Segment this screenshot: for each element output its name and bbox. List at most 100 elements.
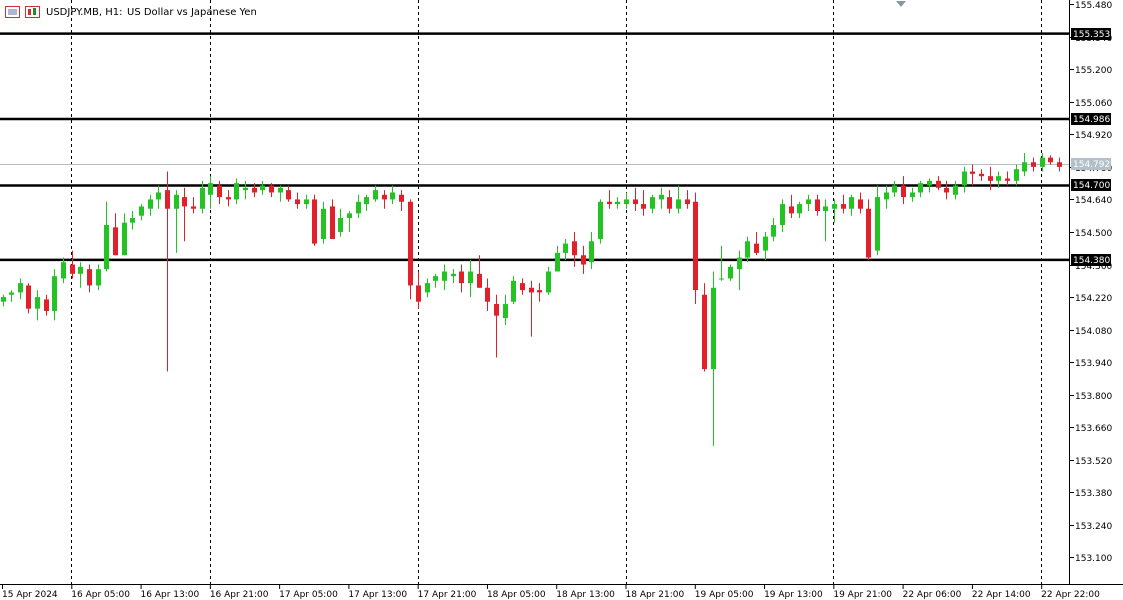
candle-body <box>979 173 984 177</box>
bull-candle <box>425 278 430 298</box>
candle-body <box>693 201 698 291</box>
candle-body <box>208 183 213 195</box>
bear-candle <box>70 250 75 279</box>
time-tick-label: 18 Apr 13:00 <box>556 590 615 600</box>
level-price-label <box>1071 179 1111 191</box>
candle-body <box>364 197 369 205</box>
candle-body <box>442 271 447 281</box>
candle-body <box>503 304 508 318</box>
bear-candle <box>252 183 257 198</box>
scroll-marker-icon[interactable] <box>896 1 906 7</box>
bull-candle <box>260 180 265 195</box>
bull-candle <box>910 187 915 202</box>
bull-candle <box>122 213 127 256</box>
bull-candle <box>468 259 473 298</box>
candle-body <box>252 187 257 193</box>
time-tick-label: 15 Apr 2024 <box>2 590 58 600</box>
bull-candle <box>927 178 932 193</box>
price-tick-label: 154.500 <box>1075 229 1112 239</box>
level-price-label <box>1071 28 1111 40</box>
price-labels: 155.353 154.986 154.700 154.380 154.792 <box>1071 28 1111 266</box>
bull-candle <box>589 231 594 270</box>
bear-candle <box>988 166 993 191</box>
bid-price-label <box>1071 158 1111 170</box>
candle-body <box>52 276 57 312</box>
candle-body <box>139 206 144 216</box>
candle-body <box>988 176 993 181</box>
bear-candle <box>702 283 707 372</box>
bull-candle <box>35 290 40 321</box>
bear-candle <box>1057 157 1062 172</box>
bull-candle <box>234 178 239 205</box>
bear-candle <box>485 278 490 312</box>
candle-body <box>468 271 473 284</box>
bear-candle <box>754 231 759 256</box>
bear-candle <box>685 190 690 209</box>
candle-body <box>1031 162 1036 167</box>
bull-candle <box>918 180 923 198</box>
candle-body <box>408 201 413 286</box>
candles <box>1 152 1062 446</box>
candle-body <box>191 206 196 209</box>
bull-candle <box>1022 152 1027 177</box>
bear-candle <box>693 192 698 305</box>
time-tick-label: 16 Apr 21:00 <box>210 590 269 600</box>
bull-candle <box>61 257 66 284</box>
bear-candle <box>667 190 672 214</box>
bull-candle <box>9 290 14 302</box>
bull-candle <box>849 194 854 216</box>
candle-body <box>104 225 109 270</box>
bear-candle <box>26 283 31 314</box>
bull-candle <box>737 250 742 291</box>
candle-body <box>702 294 707 370</box>
candle-body <box>624 199 629 205</box>
candle-body <box>425 283 430 293</box>
candle-body <box>182 197 187 207</box>
candle-body <box>130 218 135 223</box>
bear-candle <box>979 169 984 181</box>
candle-body <box>96 269 101 286</box>
candle-body <box>771 225 776 237</box>
bid-price-label-text: 154.792 <box>1073 160 1110 170</box>
time-tick-label: 19 Apr 13:00 <box>764 590 823 600</box>
candle-body <box>745 241 750 258</box>
chart-header: USDJPY.MB, H1: US Dollar vs Japanese Yen <box>5 1 906 18</box>
candle-body <box>9 292 14 295</box>
candle-body <box>789 206 794 214</box>
bull-candle <box>148 194 153 216</box>
bull-candle <box>953 180 958 200</box>
candle-body <box>511 280 516 302</box>
candle-body <box>676 199 681 209</box>
bull-candle <box>174 190 179 253</box>
candle-body <box>910 192 915 198</box>
bear-candle <box>312 194 317 246</box>
candlestick-icon <box>25 6 40 18</box>
bull-candle <box>745 236 750 263</box>
price-tick-label: 153.660 <box>1075 424 1112 434</box>
bear-candle <box>330 199 335 239</box>
candle-body <box>416 285 421 302</box>
time-axis: 15 Apr 2024 16 Apr 05:00 16 Apr 13:00 16 Ap… <box>2 584 1100 600</box>
level-price-label <box>1071 113 1111 125</box>
candle-body <box>295 199 300 205</box>
bull-candle <box>598 199 603 244</box>
bear-candle <box>607 190 612 209</box>
candle-body <box>174 194 179 209</box>
candle-body <box>546 271 551 293</box>
session-separators <box>71 0 1042 584</box>
level-price-label-text: 154.986 <box>1073 115 1110 125</box>
bear-candle <box>1005 171 1010 186</box>
candle-body <box>572 241 577 256</box>
bull-candle <box>304 194 309 209</box>
candle-body <box>685 199 690 205</box>
price-tick-label: 154.640 <box>1075 196 1112 206</box>
bear-candle <box>217 180 222 205</box>
candle-body <box>633 199 638 205</box>
bear-candle <box>226 190 231 207</box>
candle-body <box>780 204 785 226</box>
candle-body <box>338 218 343 232</box>
price-tick-label: 154.080 <box>1075 327 1112 337</box>
bull-candle <box>200 180 205 214</box>
candle-body <box>936 180 941 188</box>
